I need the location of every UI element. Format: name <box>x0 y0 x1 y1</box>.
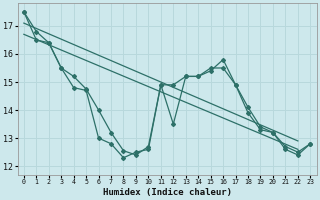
X-axis label: Humidex (Indice chaleur): Humidex (Indice chaleur) <box>103 188 232 197</box>
